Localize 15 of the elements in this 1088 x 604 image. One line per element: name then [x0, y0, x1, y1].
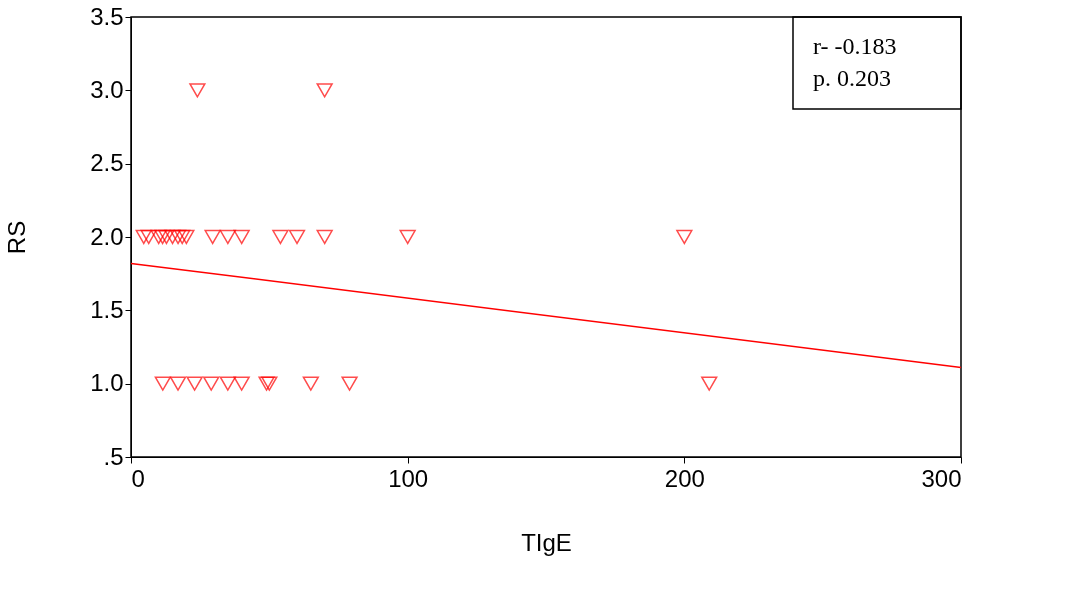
annotation: r- -0.183	[813, 33, 897, 59]
annotation: p. 0.203	[813, 65, 891, 91]
y-tick-label: .5	[103, 442, 124, 470]
y-tick-label: 1.0	[90, 369, 124, 397]
x-tick-label: 100	[388, 464, 429, 492]
y-tick-label: 2.5	[90, 149, 124, 177]
y-tick-label: 3.0	[90, 75, 124, 103]
y-axis-title: RS	[3, 220, 31, 255]
x-tick-label: 0	[131, 464, 145, 492]
x-tick-label: 200	[664, 464, 705, 492]
x-axis-title: TIgE	[521, 528, 572, 556]
x-tick-label: 300	[921, 464, 962, 492]
y-tick-label: 3.5	[90, 2, 124, 30]
y-tick-label: 1.5	[90, 295, 124, 323]
y-tick-label: 2.0	[90, 222, 124, 250]
